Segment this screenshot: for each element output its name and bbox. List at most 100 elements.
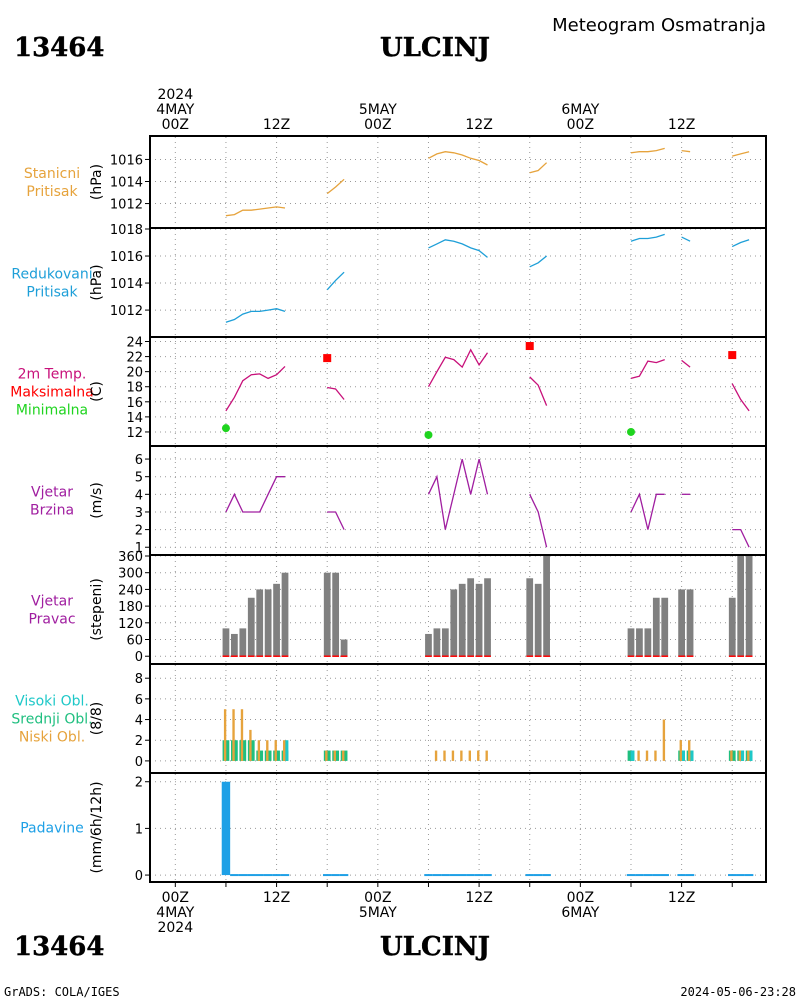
wind-direction-bar: [636, 628, 643, 657]
series-line: [681, 359, 691, 368]
panel-label: Visoki Obl.: [15, 694, 89, 710]
time-label-bottom: 12Z: [668, 890, 695, 906]
panel-wind-speed: 1 2 3 4 5 6 Vjetar Brzina (m/s): [30, 445, 767, 556]
panel-label: Pritisak: [26, 184, 78, 200]
series-line: [630, 233, 665, 242]
y-tick-label: 5: [135, 471, 143, 486]
tmax-marker: [728, 351, 737, 360]
series-line: [731, 383, 750, 412]
time-label-bottom: 00Z: [567, 890, 594, 906]
cloud-bar-low: [342, 750, 345, 761]
wind-direction-bar: [256, 589, 264, 657]
unit-label: (hPa): [89, 264, 105, 300]
time-label-bottom: 6MAY: [561, 905, 599, 921]
station-name-top: ULCINJ: [380, 33, 490, 63]
cloud-bar-low: [662, 719, 666, 761]
time-label-bottom: 00Z: [162, 890, 189, 906]
cloud-bar-low: [434, 750, 438, 761]
unit-label: (stepeni): [89, 578, 105, 641]
panel-label: Pravac: [28, 612, 75, 628]
series-line: [630, 492, 665, 530]
panel-label: Stanicni: [24, 166, 80, 182]
series-line: [225, 365, 286, 412]
y-tick-label: 6: [135, 693, 143, 708]
y-tick-label: 18: [126, 381, 143, 396]
product-title: Meteogram Osmatranja: [552, 15, 766, 36]
panel-frame: [149, 772, 767, 883]
time-label-top: 00Z: [162, 117, 189, 133]
y-tick-label: 0: [135, 650, 143, 665]
time-label-top: 12Z: [465, 117, 492, 133]
wind-direction-bar: [661, 597, 669, 657]
y-tick-label: 1: [135, 822, 143, 837]
y-tick-label: 1014: [110, 277, 143, 292]
panel-label: Maksimalna: [10, 385, 94, 401]
series-line: [225, 308, 286, 323]
y-tick-label: 1014: [110, 176, 143, 191]
panel-label: Vjetar: [31, 485, 73, 501]
series-line: [529, 162, 548, 174]
y-tick-label: 1: [135, 541, 143, 556]
panel-reduced-pressure: 1012 1014 1016 1018 Redukovani Pritisak (hPa): [11, 223, 767, 338]
panel-label: 2m Temp.: [18, 367, 87, 383]
y-tick-label: 1016: [110, 250, 143, 265]
y-tick-label: 0: [135, 755, 143, 770]
y-tick-label: 1012: [110, 198, 143, 213]
cloud-bar-low: [443, 750, 446, 761]
y-tick-label: 60: [126, 634, 143, 649]
cloud-bar-low: [637, 750, 640, 761]
time-label-top: 5MAY: [359, 102, 397, 118]
series-line: [428, 239, 488, 258]
y-tick-label: 2: [135, 776, 143, 791]
wind-direction-bar: [543, 556, 550, 657]
y-tick-label: 6: [135, 453, 143, 468]
y-tick-label: 2: [135, 734, 143, 749]
cloud-bar-low: [325, 750, 328, 761]
y-tick-label: 1018: [110, 223, 143, 238]
cloud-bar-low: [645, 750, 649, 761]
y-tick-label: 3: [135, 506, 143, 521]
y-tick-label: 16: [126, 396, 143, 411]
wind-direction-bar: [728, 597, 736, 657]
cloud-bar-low: [257, 740, 261, 761]
series-line: [529, 376, 548, 406]
cloud-bar-high: [689, 750, 694, 761]
wind-direction-bar: [222, 628, 230, 657]
y-tick-label: 4: [135, 488, 143, 503]
cloud-bar-low: [223, 709, 227, 761]
panel-precipitation: 0 1 2 Padavine (mm/6h/12h): [20, 772, 767, 884]
series-line: [732, 151, 750, 157]
wind-direction-bar: [737, 556, 745, 657]
time-label-top: 12Z: [263, 117, 290, 133]
y-tick-label: 8: [135, 672, 143, 687]
precip-bar: [221, 781, 231, 876]
series-line: [427, 458, 489, 530]
wind-direction-bar: [467, 578, 475, 657]
wind-direction-bar: [441, 628, 449, 657]
wind-direction-bar: [433, 628, 441, 657]
time-label-bottom: 5MAY: [359, 905, 397, 921]
wind-direction-bar: [678, 589, 685, 657]
time-label-bottom: 12Z: [263, 890, 290, 906]
cloud-bar-high: [748, 750, 753, 761]
series-line: [681, 236, 691, 242]
y-tick-label: 360: [118, 550, 143, 565]
series-line: [428, 151, 488, 166]
y-tick-label: 12: [126, 426, 143, 441]
time-label-bottom: 12Z: [465, 890, 492, 906]
panel-label: Minimalna: [16, 403, 88, 419]
time-label-top: 00Z: [567, 117, 594, 133]
y-tick-label: 180: [118, 600, 143, 615]
y-tick-label: 0: [135, 869, 143, 884]
time-label-top: 12Z: [668, 117, 695, 133]
wind-direction-bar: [526, 578, 534, 657]
y-tick-label: 1016: [110, 153, 143, 168]
time-label-bottom: 2024: [157, 920, 193, 936]
cloud-bar-high: [740, 750, 745, 761]
panel-station-pressure: 1012 1014 1016 Stanicni Pritisak (hPa): [24, 135, 767, 229]
panel-label: Padavine: [20, 821, 84, 837]
panel-label: Srednji Obl.: [11, 712, 92, 728]
tmin-marker: [424, 430, 433, 439]
